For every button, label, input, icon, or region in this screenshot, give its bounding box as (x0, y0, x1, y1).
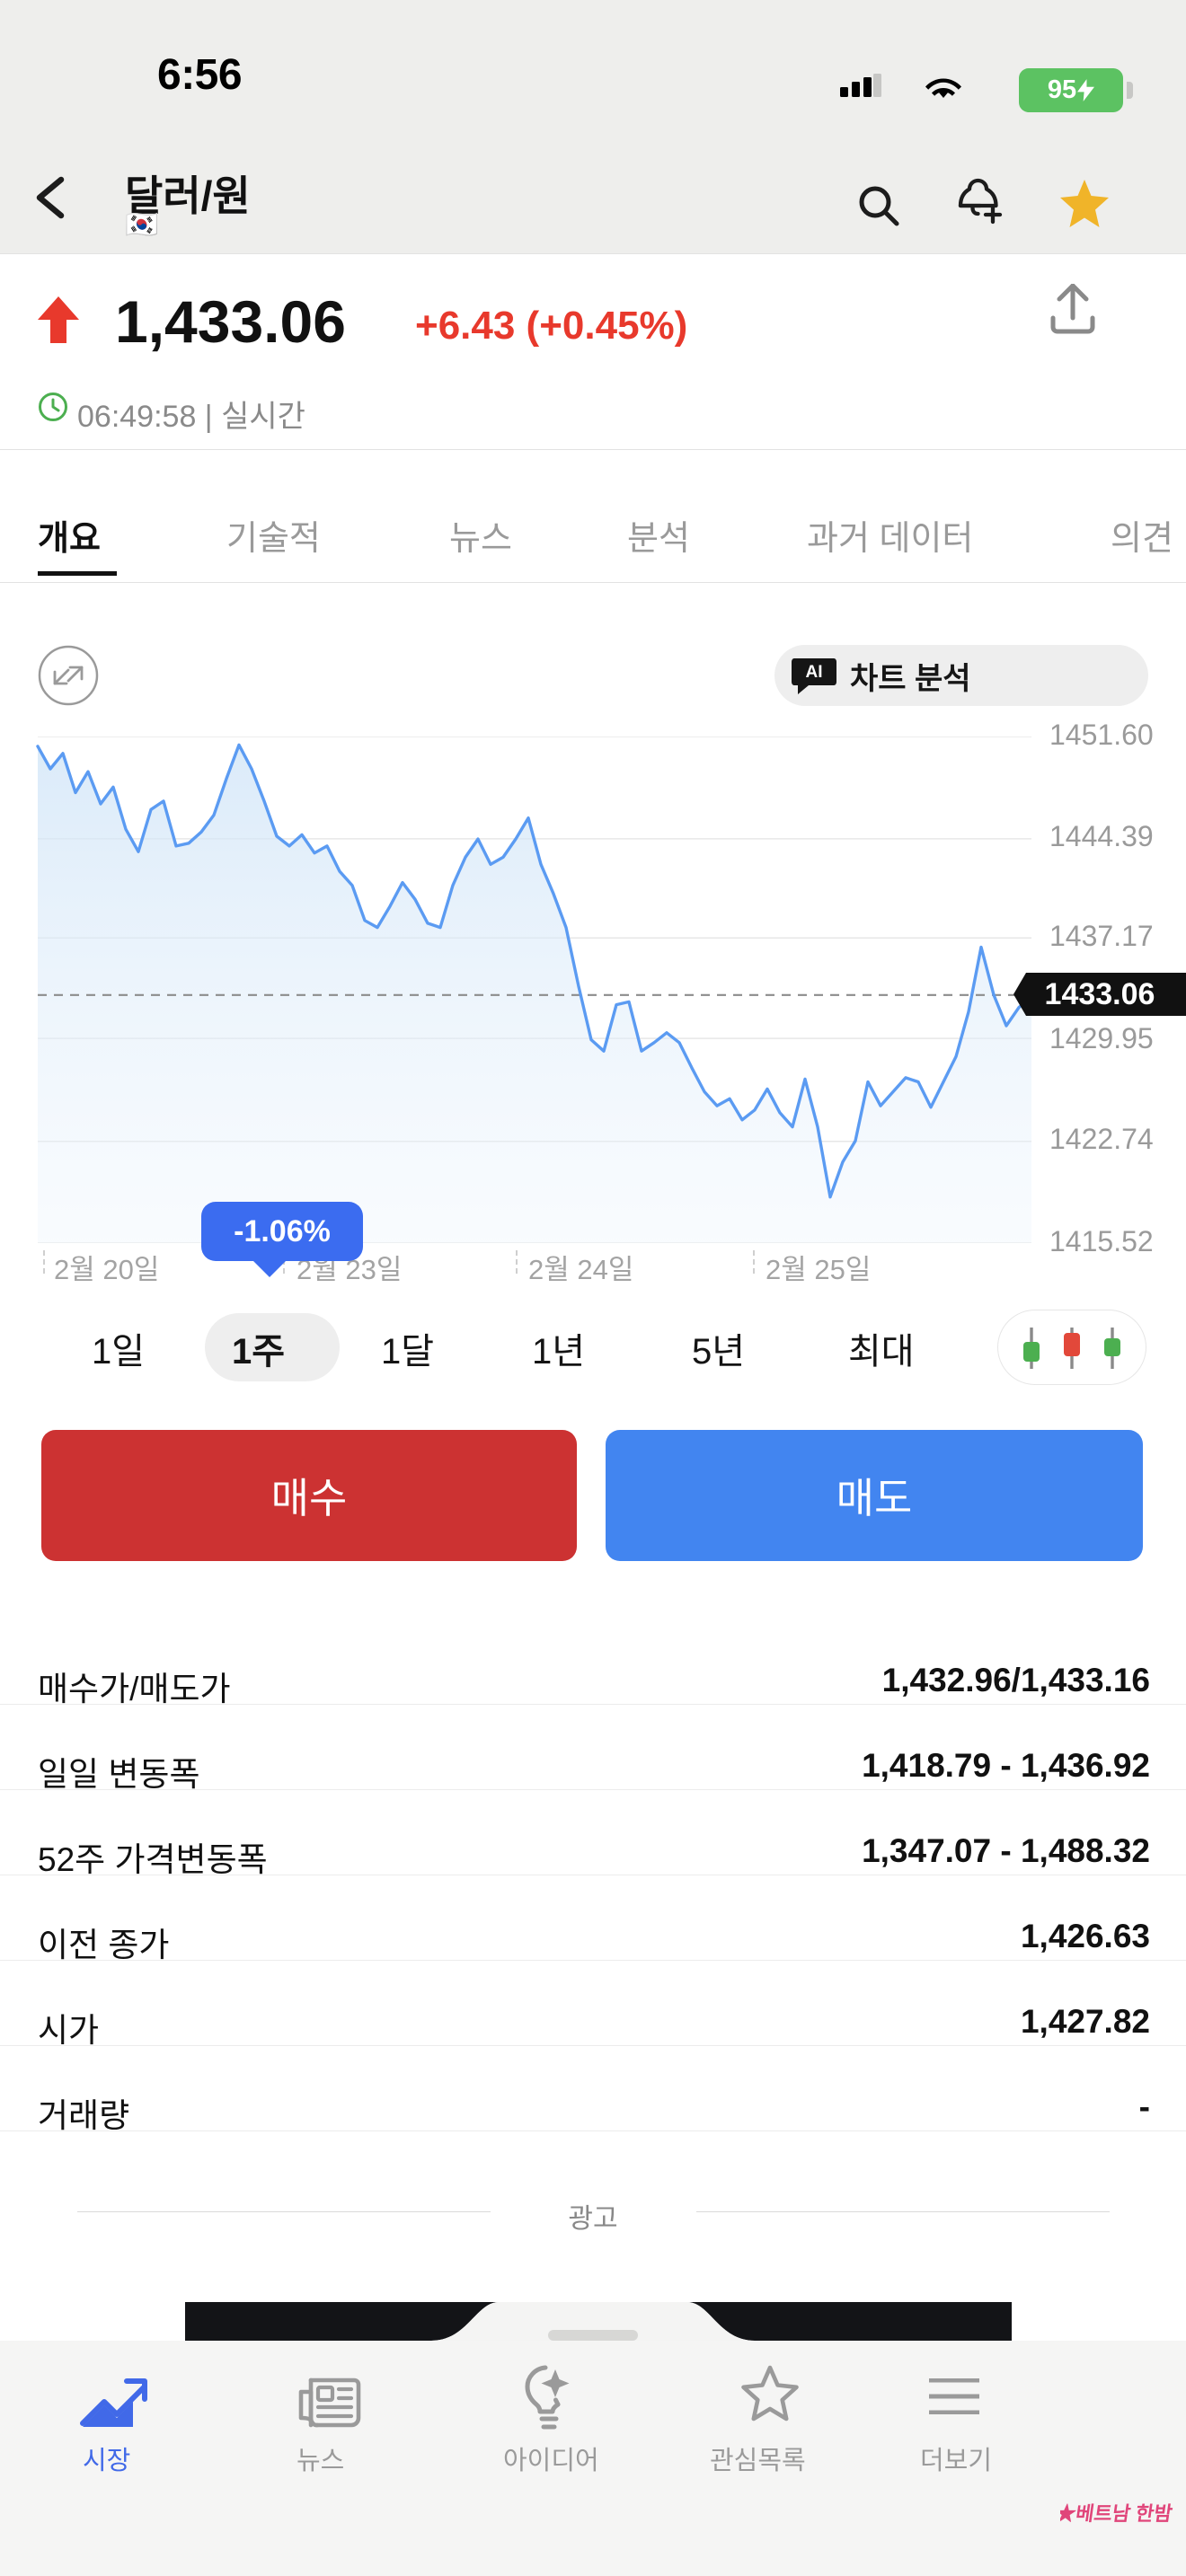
svg-text:★베트남 한밤: ★베트남 한밤 (1060, 2502, 1173, 2525)
svg-text:AI: AI (806, 663, 823, 682)
